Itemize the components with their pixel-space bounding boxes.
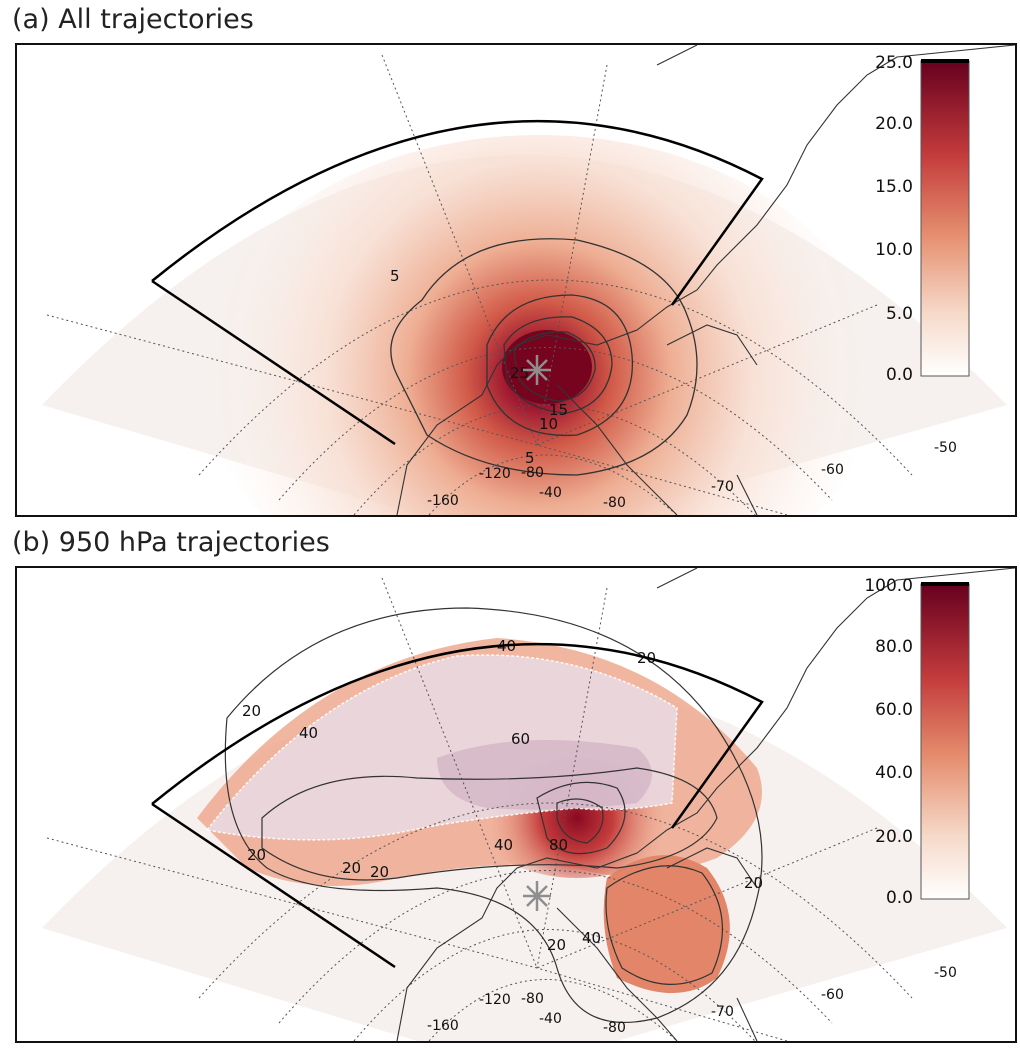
contour-label: 20 (342, 859, 361, 877)
colorbar: 0.0 20.0 40.0 60.0 80.0 100.0 (864, 576, 970, 908)
source-region-sector (151, 119, 764, 446)
colorbar-tick: 60.0 (875, 700, 913, 720)
contour-label: 15 (549, 401, 568, 419)
colorbar-tick: 0.0 (886, 365, 913, 385)
colorbar-tick: 40.0 (875, 763, 913, 783)
coastlines (396, 568, 1015, 1041)
contour-label: 60 (511, 730, 530, 748)
lon-label: -40 (539, 1011, 562, 1027)
lon-label: -80 (521, 465, 544, 481)
lon-label: -60 (821, 987, 844, 1003)
contour-label: 20 (370, 863, 389, 881)
coastlines (396, 45, 1015, 515)
colorbar-tick: 5.0 (886, 304, 913, 324)
contour-labels: 20 20 40 40 40 60 20 20 80 20 20 40 20 (242, 637, 763, 954)
colorbar-tick: 20.0 (875, 114, 913, 134)
panel-a-title: (a) All trajectories (12, 4, 254, 35)
contour-label: 20 (247, 846, 266, 864)
longitude-labels: -160 -120 -80 -40 -80 -70 -60 -50 (427, 440, 957, 511)
lon-label: -120 (479, 466, 511, 482)
colorbar-tick: 25.0 (875, 53, 913, 73)
longitude-labels: -160 -120 -80 -40 -80 -70 -60 -50 (427, 965, 957, 1036)
colorbar-tick: 15.0 (875, 177, 913, 197)
lon-label: -160 (427, 493, 459, 509)
map-background (42, 135, 1007, 515)
colorbar-tick: 100.0 (864, 576, 913, 596)
contour-label: 25 (510, 364, 529, 382)
lon-label: -60 (821, 462, 844, 478)
lon-label: -70 (711, 479, 734, 495)
density-contours (224, 607, 763, 1023)
contour-label: 80 (549, 836, 568, 854)
contour-label: 40 (582, 929, 601, 947)
contour-label: 5 (525, 449, 535, 467)
contour-label: 20 (242, 702, 261, 720)
contour-label: 40 (299, 724, 318, 742)
colorbar-tick: 10.0 (875, 240, 913, 260)
lon-label: -160 (427, 1018, 459, 1034)
contour-label: 40 (494, 836, 513, 854)
contour-label: 20 (744, 874, 763, 892)
lon-label: -40 (539, 485, 562, 501)
lon-label: -80 (603, 1020, 626, 1036)
panel-b-title: (b) 950 hPa trajectories (12, 527, 330, 558)
source-region-sector (151, 642, 764, 969)
panel-a-map: 5 5 10 15 25 -160 -120 -80 -40 -80 -70 -… (15, 43, 1017, 517)
colorbar: 0.0 5.0 10.0 15.0 20.0 25.0 (875, 53, 970, 385)
contour-label: 20 (547, 936, 566, 954)
lon-label: -70 (711, 1004, 734, 1020)
lon-label: -80 (603, 495, 626, 511)
lon-label: -50 (934, 440, 957, 456)
panel-b-map: 20 20 40 40 40 60 20 20 80 20 20 40 20 -… (15, 566, 1017, 1043)
lon-label: -80 (521, 991, 544, 1007)
colorbar-tick: 20.0 (875, 827, 913, 847)
source-marker (523, 355, 551, 385)
lon-label: -120 (479, 992, 511, 1008)
colorbar-tick: 80.0 (875, 637, 913, 657)
map-background (42, 638, 1007, 1041)
contour-label: 5 (390, 267, 400, 285)
density-contours (390, 238, 698, 476)
contour-labels: 5 5 10 15 25 (390, 267, 568, 467)
lon-label: -50 (934, 965, 957, 981)
source-marker (523, 881, 551, 911)
contour-label: 10 (539, 415, 558, 433)
colorbar-tick: 0.0 (886, 888, 913, 908)
